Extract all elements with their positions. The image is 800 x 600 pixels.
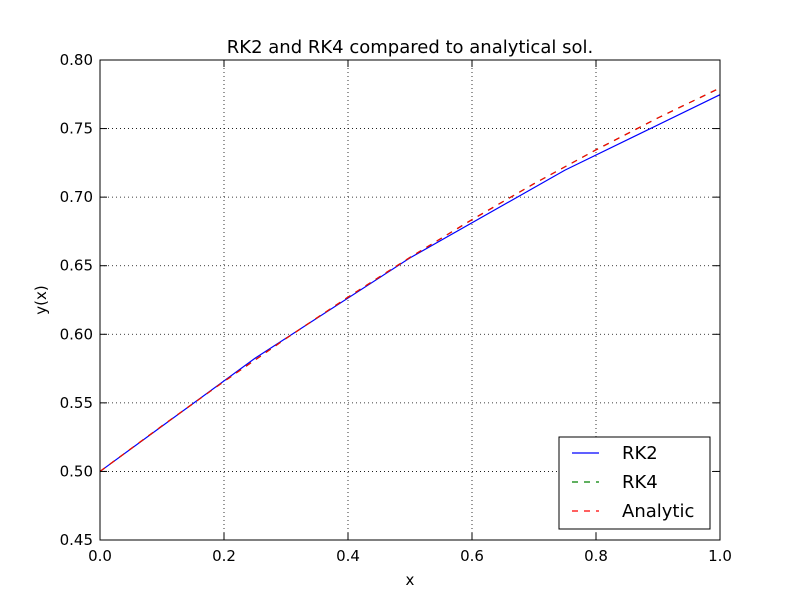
series-line-analytic: [99, 87, 721, 472]
x-tick-label: 1.0: [708, 547, 732, 565]
y-tick-label: 0.50: [60, 462, 93, 480]
grid: [100, 60, 720, 540]
y-tick-label: 0.60: [60, 325, 93, 343]
series-layer: [99, 87, 721, 472]
legend: RK2 RK4 Analytic: [558, 436, 711, 530]
legend-box: [558, 436, 711, 530]
x-tick-label: 0.8: [584, 547, 608, 565]
x-tick-label: 0.0: [88, 547, 112, 565]
x-tick-label: 0.6: [460, 547, 484, 565]
y-tick-label: 0.65: [60, 257, 93, 275]
x-axis-label: x: [406, 571, 415, 589]
y-axis-label: y(x): [32, 285, 50, 314]
y-tick-label: 0.55: [60, 394, 93, 412]
legend-label-rk2: RK2: [622, 443, 658, 464]
y-tick-label: 0.75: [60, 120, 93, 138]
x-tick-label: 0.4: [336, 547, 360, 565]
y-tick-label: 0.80: [60, 51, 93, 69]
ticks: 0.0 0.2 0.4 0.6 0.8 1.0 0.45 0.50 0.55 0.60 0.65 0.…: [60, 51, 732, 565]
y-tick-label: 0.45: [60, 531, 93, 549]
legend-label-analytic: Analytic: [622, 501, 694, 522]
legend-label-rk4: RK4: [622, 472, 658, 493]
x-tick-label: 0.2: [212, 547, 236, 565]
chart-title: RK2 and RK4 compared to analytical sol.: [227, 37, 593, 58]
y-tick-label: 0.70: [60, 188, 93, 206]
plot-area-frame: [99, 59, 721, 541]
